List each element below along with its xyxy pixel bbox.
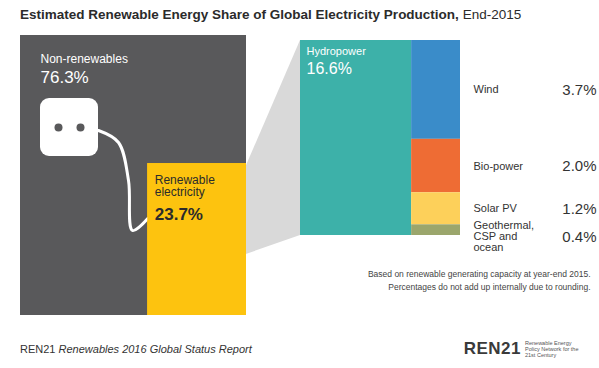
svg-text:0.4%: 0.4% xyxy=(562,228,596,245)
svg-text:Wind: Wind xyxy=(474,83,499,95)
svg-text:3.7%: 3.7% xyxy=(562,81,596,98)
svg-text:23.7%: 23.7% xyxy=(155,205,203,224)
svg-text:Solar PV: Solar PV xyxy=(474,202,518,214)
svg-text:Hydropower: Hydropower xyxy=(307,45,367,57)
html-text:Renewable Energy Policy Networ: Renewable Energy Policy Network for the … xyxy=(525,340,579,358)
svg-text:Non-renewables: Non-renewables xyxy=(41,52,128,66)
html-text:REN21: REN21 xyxy=(463,339,521,358)
svg-text:76.3%: 76.3% xyxy=(41,68,89,87)
svg-text:1.2%: 1.2% xyxy=(562,200,596,217)
svg-text:2.0%: 2.0% xyxy=(562,157,596,174)
svg-text:Based on renewable generating: Based on renewable generating capacity a… xyxy=(368,269,591,279)
svg-text:Renewableelectricity: Renewableelectricity xyxy=(155,173,215,199)
svg-text:16.6%: 16.6% xyxy=(307,60,352,77)
html-text:Estimated Renewable Energy Sha: Estimated Renewable Energy Share of Glob… xyxy=(20,7,522,22)
html-text:REN21 Renewables 2016 Global S: REN21 Renewables 2016 Global Status Repo… xyxy=(20,343,252,355)
svg-text:Geothermal,CSP andocean: Geothermal,CSP andocean xyxy=(474,219,535,253)
svg-text:Percentages do not add up inte: Percentages do not add up internally due… xyxy=(388,282,590,292)
svg-text:Bio-power: Bio-power xyxy=(474,160,524,172)
